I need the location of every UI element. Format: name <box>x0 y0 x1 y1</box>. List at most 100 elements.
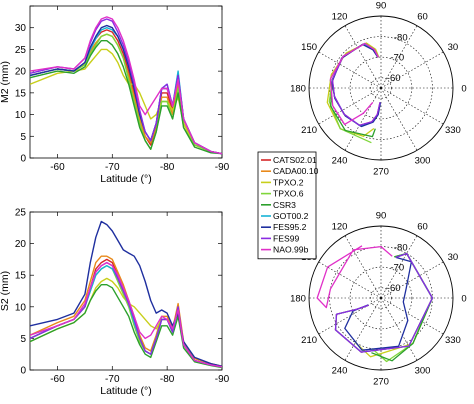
y-tick-label: 5 <box>20 132 26 143</box>
polar-grid-spoke <box>380 297 444 335</box>
polar-angle-label: 330 <box>445 125 461 136</box>
y-tick-label: 25 <box>15 208 27 219</box>
polar-grid-spoke <box>318 87 382 125</box>
polar-grid-spoke <box>318 261 382 299</box>
y-tick-label: 0 <box>20 366 26 377</box>
x-tick-label: -90 <box>215 374 230 385</box>
polar-angle-label: 180 <box>290 294 306 305</box>
y-tick-label: 10 <box>15 110 27 121</box>
y-tick-label: 25 <box>15 45 27 56</box>
polar-series-tpxo2 <box>326 42 380 137</box>
polar-grid-ring <box>370 77 392 99</box>
polar-angle-label: 180 <box>290 84 306 95</box>
y-tick-label: 0 <box>20 154 26 165</box>
polar-radial-label: -70 <box>390 263 404 274</box>
polar-grid-ring <box>349 266 413 330</box>
polar-radial-label: -70 <box>390 53 404 64</box>
legend-entry-label: FES99 <box>273 233 299 243</box>
polar-angle-label: 0 <box>461 84 466 95</box>
polar-grid-spoke <box>344 25 382 89</box>
x-tick-label: -70 <box>105 162 120 173</box>
legend-entry-label: TPXO.6 <box>273 189 304 199</box>
polar-grid-spoke <box>380 235 418 299</box>
x-axis-label: Latitude (°) <box>100 385 151 397</box>
polar-grid-spoke <box>380 87 444 125</box>
y-axis-label: S2 (mm) <box>0 271 11 311</box>
polar-angle-label: 300 <box>415 365 431 376</box>
series-group <box>30 220 222 369</box>
x-tick-label: -90 <box>215 162 230 173</box>
y-tick-label: 20 <box>15 67 27 78</box>
polar-angle-label: 30 <box>448 252 459 263</box>
polar-grid-spoke <box>318 51 382 89</box>
polar-angle-label: 210 <box>301 125 317 136</box>
legend-entry-label: TPXO.2 <box>273 177 304 187</box>
y-tick-label: 10 <box>15 302 27 313</box>
polar-series-nao99b <box>329 42 379 126</box>
legend-entry-label: CATS02.01 <box>273 155 317 165</box>
polar-grid-ring <box>370 287 392 309</box>
polar-radial-label: -60 <box>387 73 401 84</box>
x-tick-label: -60 <box>50 162 65 173</box>
polar-radial-label: -80 <box>394 242 408 253</box>
legend-entry-label: NAO.99b <box>273 245 309 255</box>
polar-angle-label: 120 <box>332 222 348 233</box>
polar-grid-spoke <box>344 235 382 299</box>
series-line-nao99b <box>30 16 222 155</box>
polar-angle-label: 90 <box>376 1 387 12</box>
y-tick-label: 30 <box>15 23 27 34</box>
y-axis-label: M2 (mm) <box>0 61 11 103</box>
polar-angle-label: 300 <box>415 155 431 166</box>
polar-angle-label: 90 <box>376 211 387 222</box>
plot-area <box>29 5 223 159</box>
y-tick-label: 15 <box>15 271 27 282</box>
y-tick-label: 5 <box>20 334 26 345</box>
polar-series-nao99b <box>316 245 393 309</box>
polar-grid-spoke <box>380 25 418 89</box>
polar-radial-label: -80 <box>394 32 408 43</box>
polar-radial-label: -60 <box>387 283 401 294</box>
x-tick-label: -80 <box>160 162 175 173</box>
y-tick-label: 15 <box>15 88 27 99</box>
series-line-nao99b <box>30 261 222 368</box>
polar-grid-spoke <box>380 297 418 361</box>
polar-angle-label: 30 <box>448 42 459 53</box>
polar-angle-label: 240 <box>332 155 348 166</box>
polar-angle-label: 270 <box>373 377 389 388</box>
polar-grid-spoke <box>380 87 418 151</box>
polar-angle-label: 0 <box>461 294 466 305</box>
x-tick-label: -80 <box>160 374 175 385</box>
polar-series-fes99 <box>334 252 434 353</box>
polar-series-fes952 <box>331 43 382 128</box>
polar-angle-label: 330 <box>445 335 461 346</box>
polar-angle-label: 270 <box>373 167 389 178</box>
polar-angle-label: 150 <box>301 42 317 53</box>
polar-series-fes952 <box>344 256 413 351</box>
polar-angle-label: 240 <box>332 365 348 376</box>
polar-grid-spoke <box>344 297 382 361</box>
polar-angle-label: 60 <box>417 12 428 23</box>
legend-entry-label: FES95.2 <box>273 222 307 232</box>
legend-entry-label: CADA00.10 <box>273 166 319 176</box>
polar-grid-ring <box>349 56 413 120</box>
series-line-csr3 <box>30 40 222 155</box>
polar-angle-label: 210 <box>301 335 317 346</box>
m2-amplitude-chart: -60 -70 -80 -90 0 5 10 15 20 25 30 Latitude (°) M2 (… <box>0 5 230 185</box>
polar-angle-label: 120 <box>332 12 348 23</box>
polar-grid-spoke <box>380 51 444 89</box>
legend-entry-label: GOT00.2 <box>273 211 309 221</box>
series-group <box>30 16 222 155</box>
x-tick-label: -70 <box>105 374 120 385</box>
legend-entry-label: CSR3 <box>273 200 296 210</box>
y-tick-label: 20 <box>15 239 27 250</box>
polar-angle-label: 60 <box>417 222 428 233</box>
polar-grid-spoke <box>380 261 444 299</box>
polar-grid-spoke <box>318 297 382 335</box>
series-line-tpxo6 <box>30 33 222 155</box>
s2-amplitude-chart: -60 -70 -80 -90 0 5 10 15 20 25 Latitude (°) S2 (mm… <box>0 208 230 398</box>
polar-grid-spoke <box>344 87 382 151</box>
